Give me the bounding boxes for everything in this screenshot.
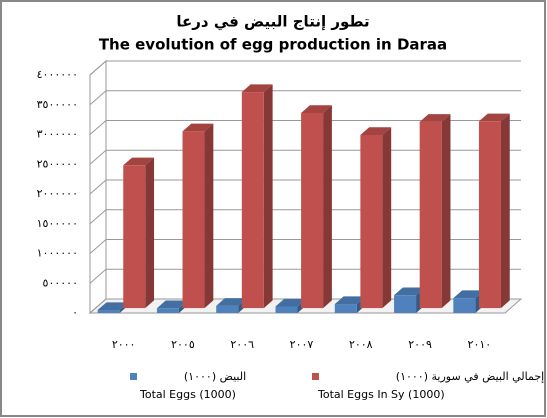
bar-top bbox=[123, 157, 155, 166]
legend-label: البيض (١٠٠٠) bbox=[184, 370, 246, 383]
grid-line bbox=[89, 90, 521, 106]
y-tick-label: ٠ bbox=[72, 306, 78, 319]
bar-side bbox=[441, 114, 451, 309]
bar bbox=[97, 310, 120, 313]
legend-label-en: Total Eggs In Sy (1000) bbox=[317, 388, 445, 401]
y-tick-label: ٥٠٠٠٠٠ bbox=[43, 276, 78, 289]
bar bbox=[301, 112, 324, 309]
bar bbox=[478, 121, 501, 309]
bar bbox=[241, 92, 264, 309]
bar-side bbox=[323, 105, 332, 309]
x-tick-label: ٢٠٠٠ bbox=[112, 338, 136, 351]
x-tick-label: ٢٠٠٦ bbox=[230, 338, 254, 351]
bar-top bbox=[419, 114, 451, 122]
y-tick-label: ٤٠٠٠٠٠٠ bbox=[37, 68, 78, 81]
bar-side bbox=[500, 113, 510, 309]
legend-swatch bbox=[312, 373, 319, 380]
legend-label: إجمالي البيض في سورية (١٠٠٠) bbox=[396, 370, 544, 383]
x-tick-label: ٢٠١٠ bbox=[468, 338, 492, 351]
bar-top bbox=[478, 113, 510, 122]
bar-top bbox=[360, 127, 392, 135]
bar bbox=[156, 308, 179, 313]
x-tick-label: ٢٠٠٥ bbox=[171, 338, 195, 351]
legend-label-en: Total Eggs (1000) bbox=[139, 388, 236, 401]
bar-top bbox=[394, 287, 425, 296]
bar-top bbox=[182, 123, 214, 132]
bar bbox=[182, 131, 205, 309]
bar bbox=[453, 298, 476, 313]
grid-line bbox=[89, 60, 521, 76]
y-tick-label: ٢٠٠٠٠٠٠ bbox=[37, 187, 78, 200]
x-tick-label: ٢٠٠٧ bbox=[290, 338, 314, 351]
bar-top bbox=[241, 84, 273, 93]
bar-top bbox=[275, 298, 307, 307]
bar-side bbox=[204, 123, 214, 309]
bar-top bbox=[216, 298, 248, 306]
bar-side bbox=[145, 157, 155, 309]
x-tick-label: ٢٠٠٩ bbox=[408, 338, 432, 351]
chart-subtitle: The evolution of egg production in Daraa bbox=[99, 36, 447, 54]
bar bbox=[275, 306, 298, 313]
y-tick-label: ١٠٠٠٠٠٠ bbox=[37, 247, 78, 260]
chart-title: تطور إنتاج البيض في درعا bbox=[176, 13, 369, 31]
grid-line bbox=[89, 120, 521, 135]
bar bbox=[216, 305, 239, 313]
bar-top bbox=[97, 302, 129, 311]
y-tick-label: ١٥٠٠٠٠٠ bbox=[37, 217, 78, 230]
bar-top bbox=[334, 296, 366, 305]
bar-top bbox=[453, 290, 485, 299]
y-tick-label: ٣٥٠٠٠٠٠ bbox=[37, 98, 78, 111]
bar-side bbox=[263, 84, 273, 309]
bar-side bbox=[382, 127, 392, 309]
bar bbox=[123, 165, 146, 309]
bar bbox=[419, 121, 442, 309]
y-tick-label: ٢٥٠٠٠٠٠ bbox=[37, 157, 78, 170]
bar bbox=[334, 304, 357, 313]
bar-top bbox=[156, 300, 188, 309]
bar bbox=[360, 134, 383, 309]
bar-top bbox=[301, 105, 332, 113]
y-tick-label: ٣٠٠٠٠٠٠ bbox=[37, 128, 78, 141]
legend-swatch bbox=[130, 373, 137, 380]
x-tick-label: ٢٠٠٨ bbox=[349, 338, 373, 351]
bar bbox=[394, 295, 417, 313]
